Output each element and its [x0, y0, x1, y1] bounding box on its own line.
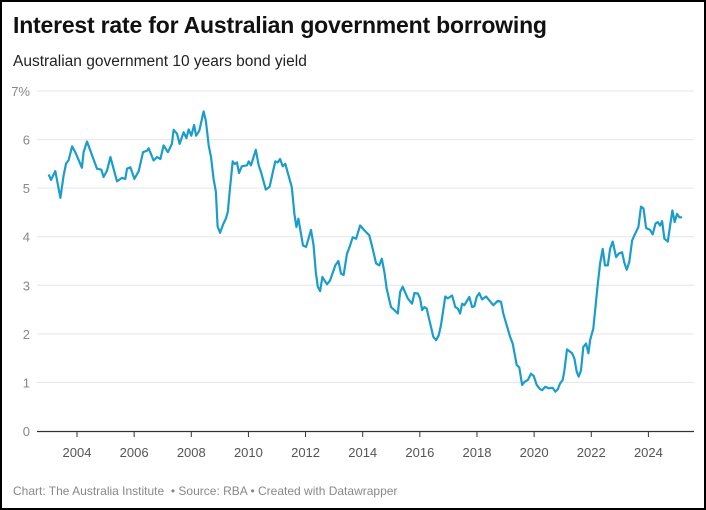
x-tick-label: 2018: [463, 445, 492, 460]
x-tick-label: 2012: [291, 445, 320, 460]
footer-credit: Chart: The Australia Institute: [13, 484, 165, 498]
x-tick-label: 2022: [577, 445, 606, 460]
y-tick-label: 5: [23, 181, 30, 196]
chart-title: Interest rate for Australian government …: [13, 12, 547, 38]
y-tick-label: 0: [23, 424, 30, 439]
y-tick-label: 6: [23, 133, 30, 148]
footer-separator: •: [170, 484, 176, 498]
chart-footer: Chart: The Australia Institute • Source:…: [13, 484, 397, 498]
footer-separator: •: [250, 484, 255, 498]
x-tick-label: 2024: [634, 445, 663, 460]
footer-tool: Created with Datawrapper: [258, 484, 398, 498]
chart-subtitle: Australian government 10 years bond yiel…: [13, 53, 307, 70]
y-tick-label: 1: [23, 375, 30, 390]
x-tick-label: 2008: [177, 445, 206, 460]
y-tick-label: 2: [23, 327, 30, 342]
footer-source: Source: RBA: [178, 484, 248, 498]
x-tick-label: 2006: [120, 445, 149, 460]
x-tick-label: 2016: [405, 445, 434, 460]
x-tick-label: 2004: [63, 445, 92, 460]
bond-yield-line: [47, 110, 683, 393]
y-tick-label: 4: [23, 230, 30, 245]
x-tick-label: 2010: [234, 445, 263, 460]
x-tick-label: 2014: [348, 445, 377, 460]
y-tick-label: 3: [23, 278, 30, 293]
y-tick-label: 7%: [11, 84, 30, 99]
x-tick-label: 2020: [520, 445, 549, 460]
